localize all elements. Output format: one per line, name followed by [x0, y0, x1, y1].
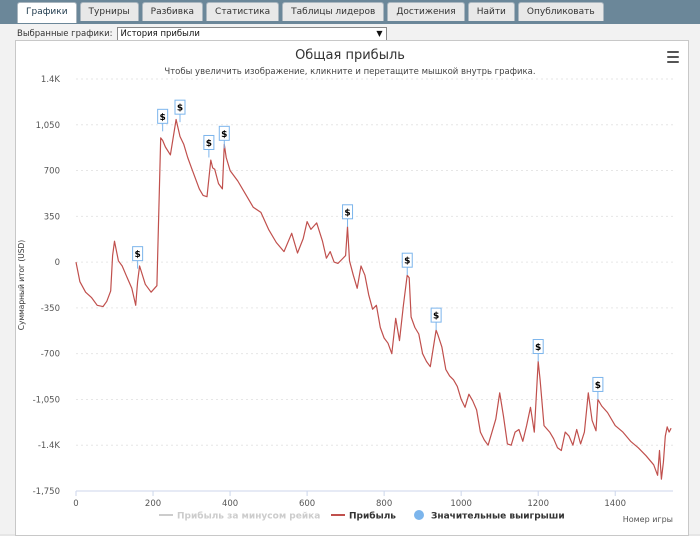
tab-5[interactable]: Достижения	[387, 2, 465, 21]
profit-series	[75, 118, 672, 480]
legend-symbol-2	[414, 510, 424, 520]
flag-label: $	[134, 250, 140, 260]
flag-box	[592, 376, 604, 392]
big-win-flag: $	[342, 204, 354, 227]
flag-box	[132, 246, 144, 262]
legend-label-2: Значительные выигрыши	[431, 512, 565, 522]
y-tick-label: 1.4K	[41, 75, 61, 85]
flag-label: $	[344, 208, 350, 218]
big-win-flag: $	[157, 108, 169, 132]
x-tick-label: 1200	[527, 499, 549, 509]
flag-label: $	[535, 343, 541, 353]
legend-label-0: Прибыль за минусом рейка	[177, 511, 320, 522]
tab-1[interactable]: Турниры	[79, 2, 139, 21]
y-tick-label: 350	[44, 212, 60, 222]
y-tick-label: -350	[41, 304, 60, 314]
y-tick-label: -1,750	[33, 487, 60, 497]
x-tick-label: 1400	[604, 499, 626, 509]
tab-7[interactable]: Опубликовать	[517, 2, 604, 21]
x-tick-label: 0	[73, 499, 78, 509]
profit-line	[75, 118, 672, 480]
flag-box	[401, 252, 413, 268]
big-win-flag: $	[532, 339, 544, 362]
flag-label: $	[433, 312, 439, 322]
tab-bar: Графики Турниры Разбивка Статистика Таблицы …	[0, 0, 700, 24]
flag-box	[218, 125, 230, 141]
y-tick-label: -1.4K	[38, 441, 61, 451]
flag-label: $	[221, 130, 227, 140]
flag-box	[342, 204, 354, 220]
grid-lines	[76, 78, 673, 446]
big-win-flag: $	[174, 99, 186, 123]
profit-chart: 1.4K 1,050 700 350 0 -350 -700 -1,050 -1.4K -1,75…	[17, 48, 673, 524]
y-tick-label: 700	[44, 167, 60, 177]
big-win-flag: $	[430, 307, 442, 331]
tab-4[interactable]: Таблицы лидеров	[282, 2, 385, 21]
flag-box	[174, 99, 186, 115]
big-win-flag: $	[203, 134, 215, 158]
flag-box	[430, 307, 442, 323]
main-content: Выбранные графики: История прибыли ▼ 1.4…	[0, 24, 700, 536]
tabs-container: Графики Турниры Разбивка Статистика Таблицы …	[17, 2, 604, 23]
flag-label: $	[404, 257, 410, 267]
big-wins-markers: $ $ $ $ $ $ $ $ $ $	[132, 99, 604, 400]
chart-subtitle: Чтобы увеличить изображение, кликните и …	[164, 67, 535, 77]
flag-box	[203, 134, 215, 150]
chart-container[interactable]: 1.4K 1,050 700 350 0 -350 -700 -1,050 -1.4K -1,75…	[15, 40, 689, 536]
axes: 1.4K 1,050 700 350 0 -350 -700 -1,050 -1.4K -1,75…	[33, 75, 673, 509]
flag-box	[157, 108, 169, 124]
y-tick-label: 0	[55, 258, 60, 268]
x-tick-label: 800	[376, 499, 392, 509]
flag-label: $	[595, 381, 601, 391]
x-tick-label: 1000	[450, 499, 472, 509]
flag-box	[532, 339, 544, 355]
legend: Прибыль за минусом рейка Прибыль Значитель…	[159, 510, 565, 522]
tab-2[interactable]: Разбивка	[141, 2, 204, 21]
x-axis-label: Номер игры	[623, 515, 673, 524]
chart-selector-value: История прибыли	[120, 29, 200, 39]
big-win-flag: $	[218, 125, 230, 149]
chart-title: Общая прибыль	[295, 48, 405, 63]
x-tick-label: 400	[222, 499, 238, 509]
chart-selector-row: Выбранные графики: История прибыли ▼	[17, 27, 387, 41]
chart-selector-label: Выбранные графики:	[17, 29, 113, 39]
hamburger-menu-icon[interactable]	[667, 51, 679, 63]
big-win-flag: $	[132, 246, 144, 269]
x-tick-label: 600	[299, 499, 315, 509]
y-tick-label: -1,050	[33, 395, 60, 405]
tab-3[interactable]: Статистика	[206, 2, 280, 21]
flag-label: $	[160, 113, 166, 123]
flag-label: $	[206, 139, 212, 149]
legend-label-1: Прибыль	[349, 511, 396, 522]
y-axis-label: Суммарный итог (USD)	[17, 240, 26, 331]
tab-0[interactable]: Графики	[17, 2, 77, 23]
tab-6[interactable]: Найти	[467, 2, 515, 21]
big-win-flag: $	[592, 376, 604, 400]
y-tick-label: 1,050	[36, 121, 60, 131]
x-tick-label: 200	[145, 499, 161, 509]
big-win-flag: $	[401, 252, 413, 276]
chevron-down-icon: ▼	[376, 29, 383, 38]
chart-selector-dropdown[interactable]: История прибыли ▼	[116, 27, 387, 41]
y-tick-label: -700	[41, 350, 60, 360]
flag-label: $	[177, 104, 183, 114]
